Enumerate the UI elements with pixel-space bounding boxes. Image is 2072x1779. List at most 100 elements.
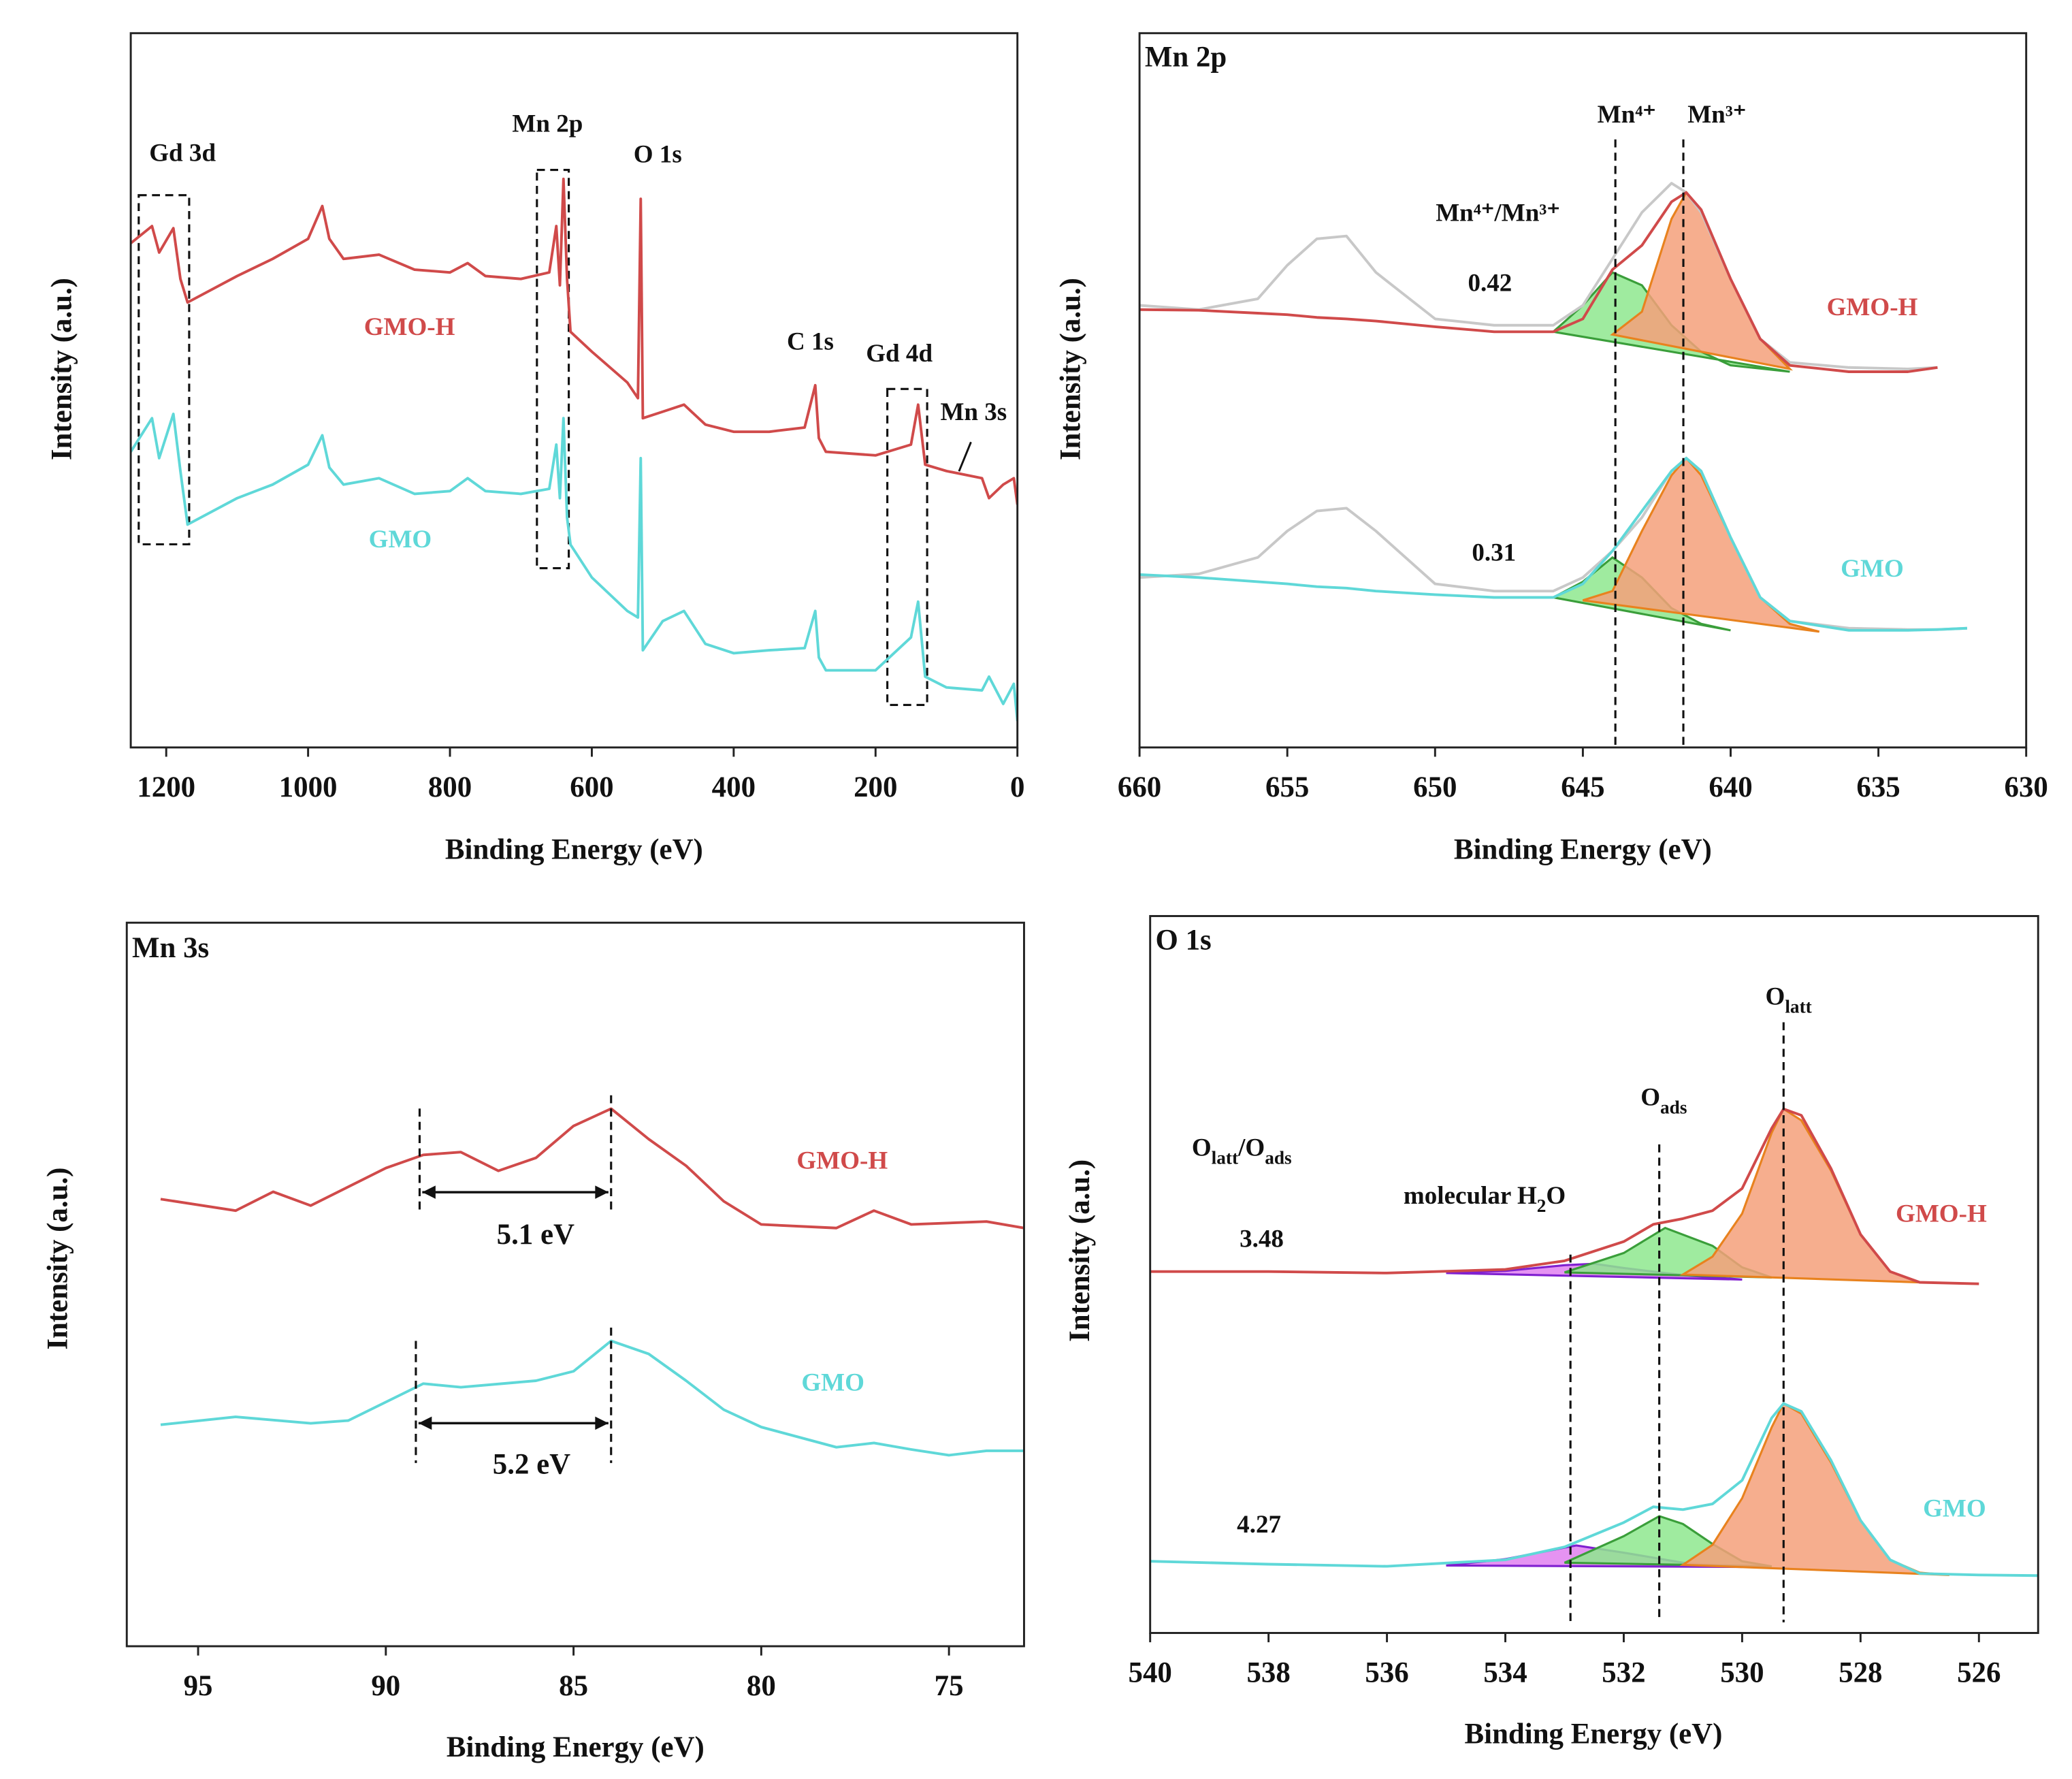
spectrum-line bbox=[131, 177, 1018, 505]
x-tick-label: 200 bbox=[854, 771, 897, 803]
annotation: Gd 4d bbox=[866, 340, 933, 368]
spectrum-line bbox=[131, 413, 1018, 722]
x-tick-label: 640 bbox=[1709, 771, 1752, 803]
x-tick-label: 540 bbox=[1129, 1657, 1172, 1689]
fit-component bbox=[1582, 456, 1820, 633]
x-tick-label: 1000 bbox=[279, 771, 338, 803]
annotation-part: molecular H bbox=[1404, 1181, 1537, 1209]
x-tick-label: 75 bbox=[935, 1670, 964, 1702]
region-box bbox=[536, 169, 570, 570]
annotation: Mn⁴⁺/Mn³⁺ bbox=[1436, 199, 1560, 227]
x-tick-label: 655 bbox=[1265, 771, 1309, 803]
x-tick-label: 645 bbox=[1561, 771, 1604, 803]
annotation: molecular H2O bbox=[1404, 1181, 1566, 1216]
x-tick-label: 800 bbox=[428, 771, 472, 803]
y-axis-label: Intensity (a.u.) bbox=[46, 278, 78, 460]
spectrum-line bbox=[160, 1107, 1024, 1230]
y-axis-label: Intensity (a.u.) bbox=[42, 1168, 74, 1350]
annotation-part: O bbox=[1192, 1134, 1212, 1161]
x-tick-label: 534 bbox=[1483, 1657, 1527, 1689]
annotation-part: ads bbox=[1265, 1148, 1291, 1168]
annotation-part: latt bbox=[1785, 997, 1811, 1017]
annotation-part: latt bbox=[1212, 1148, 1238, 1168]
x-axis-label: Binding Energy (eV) bbox=[1454, 834, 1712, 866]
annotation: Mn 2p bbox=[512, 110, 583, 138]
annotation: 0.42 bbox=[1468, 270, 1512, 298]
split-label: 5.2 eV bbox=[493, 1449, 570, 1481]
annotation: C 1s bbox=[787, 328, 834, 356]
spectrum-line bbox=[160, 1339, 1024, 1457]
x-tick-label: 1200 bbox=[137, 771, 195, 803]
panel-title: O 1s bbox=[1155, 924, 1211, 956]
arrow-head bbox=[422, 1185, 436, 1199]
x-axis-label: Binding Energy (eV) bbox=[1465, 1718, 1723, 1750]
annotation: 3.48 bbox=[1240, 1225, 1284, 1253]
x-tick-label: 600 bbox=[570, 771, 613, 803]
spectrum-line bbox=[1150, 1402, 2039, 1577]
annotation: Gd 3d bbox=[149, 140, 216, 167]
series-label: GMO-H bbox=[1896, 1200, 1987, 1228]
annotation: Olatt/Oads bbox=[1192, 1134, 1292, 1168]
x-tick-label: 538 bbox=[1246, 1657, 1290, 1689]
x-tick-label: 530 bbox=[1720, 1657, 1764, 1689]
annotation: 0.31 bbox=[1472, 539, 1516, 567]
annotation-part: O bbox=[1546, 1181, 1566, 1209]
x-tick-label: 536 bbox=[1365, 1657, 1408, 1689]
plot-frame bbox=[1149, 915, 2039, 1634]
plot-frame bbox=[125, 921, 1025, 1648]
region-box bbox=[886, 387, 928, 707]
annotation: 4.27 bbox=[1237, 1511, 1281, 1539]
x-axis-label: Binding Energy (eV) bbox=[445, 834, 703, 866]
plot-area bbox=[1139, 182, 1968, 633]
annotation: O 1s bbox=[634, 141, 682, 169]
series-label: GMO-H bbox=[364, 313, 455, 341]
plot-area bbox=[1150, 1107, 2039, 1577]
series-label: GMO-H bbox=[796, 1147, 888, 1175]
pointer bbox=[958, 441, 972, 472]
annotation: Mn⁴⁺ bbox=[1598, 101, 1656, 129]
x-tick-label: 532 bbox=[1602, 1657, 1645, 1689]
series-label: GMO bbox=[801, 1368, 864, 1396]
series-label: GMO bbox=[1923, 1495, 1986, 1523]
arrow-head bbox=[595, 1416, 609, 1430]
series-label: GMO bbox=[1841, 555, 1904, 583]
y-axis-label: Intensity (a.u.) bbox=[1064, 1159, 1096, 1342]
annotation: Oads bbox=[1640, 1083, 1687, 1118]
plot-area bbox=[131, 177, 1018, 722]
series-label: GMO bbox=[369, 526, 432, 554]
spectrum-line bbox=[1139, 191, 1938, 373]
panel-title: Mn 2p bbox=[1145, 42, 1227, 74]
x-tick-label: 400 bbox=[712, 771, 756, 803]
split-label: 5.1 eV bbox=[497, 1219, 574, 1251]
arrow-head bbox=[595, 1185, 609, 1199]
x-tick-label: 528 bbox=[1839, 1657, 1882, 1689]
x-tick-label: 650 bbox=[1413, 771, 1457, 803]
y-axis-label: Intensity (a.u.) bbox=[1054, 278, 1086, 460]
x-tick-label: 90 bbox=[371, 1670, 400, 1702]
spectrum-line bbox=[1150, 1107, 1979, 1285]
x-axis-label: Binding Energy (eV) bbox=[447, 1731, 705, 1763]
spectrum-line bbox=[1139, 456, 1968, 632]
annotation: Olatt bbox=[1766, 982, 1812, 1017]
series-label: GMO-H bbox=[1827, 293, 1918, 321]
x-tick-label: 0 bbox=[1010, 771, 1024, 803]
arrow-head bbox=[418, 1416, 432, 1430]
x-tick-label: 85 bbox=[559, 1670, 588, 1702]
panel-title: Mn 3s bbox=[132, 932, 209, 964]
annotation: Mn 3s bbox=[940, 398, 1007, 426]
annotation-part: ads bbox=[1660, 1097, 1687, 1118]
x-tick-label: 660 bbox=[1118, 771, 1161, 803]
x-tick-label: 95 bbox=[184, 1670, 213, 1702]
x-tick-label: 635 bbox=[1856, 771, 1900, 803]
x-tick-label: 80 bbox=[747, 1670, 776, 1702]
x-tick-label: 526 bbox=[1957, 1657, 2001, 1689]
annotation-part: O bbox=[1640, 1083, 1660, 1111]
annotation-part: O bbox=[1766, 982, 1785, 1010]
x-tick-label: 630 bbox=[2005, 771, 2048, 803]
region-box bbox=[137, 194, 191, 546]
plot-area bbox=[160, 1107, 1024, 1457]
annotation-part: /O bbox=[1237, 1134, 1265, 1161]
annotation: Mn³⁺ bbox=[1687, 101, 1746, 129]
plot-frame bbox=[129, 32, 1019, 749]
